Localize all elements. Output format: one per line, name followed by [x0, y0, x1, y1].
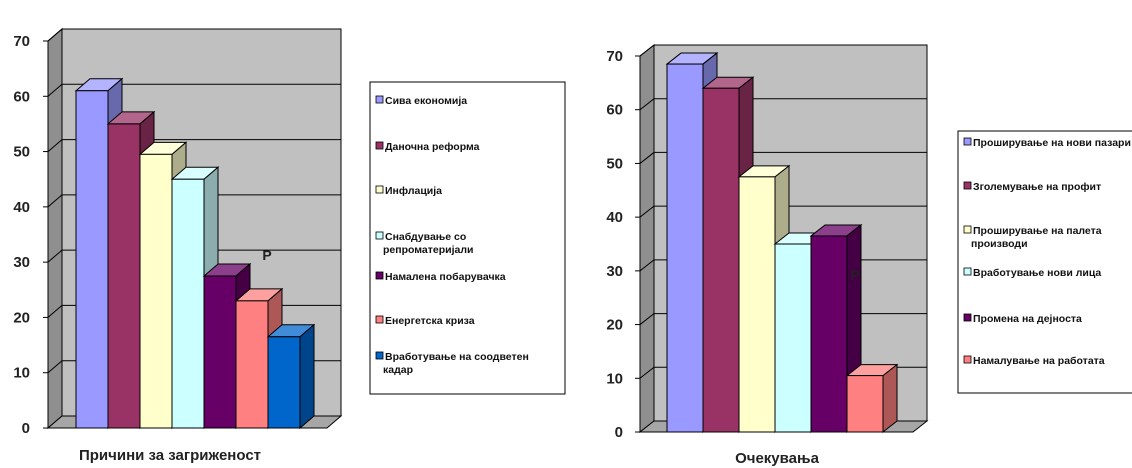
- bar: [845, 363, 899, 434]
- side-wall: [639, 43, 655, 434]
- chart-title: Причини за загриженост: [79, 447, 261, 464]
- legend-label: Енергетска криза: [385, 315, 475, 327]
- side-wall: [47, 27, 63, 430]
- bar: [234, 287, 284, 430]
- legend-item: Намалена побарувачка: [375, 271, 506, 283]
- bar-side: [299, 323, 315, 430]
- gridline: [639, 44, 927, 57]
- tick-label: 20: [606, 317, 623, 334]
- legend-swatch: [963, 355, 972, 364]
- legend-label: Даночна реформа: [385, 141, 480, 153]
- tick-label: 60: [13, 88, 30, 105]
- tick-label: 50: [13, 144, 30, 161]
- bar-front: [203, 275, 237, 429]
- legend-item: Даночна реформа: [375, 141, 480, 153]
- gridline: [639, 151, 927, 164]
- legend-label: Проширување на нови пазари: [973, 137, 1131, 149]
- legend-label: Вработување на соодветен кадар: [383, 351, 529, 376]
- gridline: [47, 249, 341, 263]
- legend-label: Инфлација: [385, 185, 442, 197]
- legend-box: [369, 81, 566, 395]
- tick-label: 10: [606, 370, 623, 387]
- legend-label: Намалување на работата: [973, 355, 1105, 367]
- legend-item: Промена на дејноста: [963, 313, 1082, 325]
- legend-item: Проширување на палета производи: [963, 225, 1102, 250]
- legend-item: Инфлација: [375, 185, 442, 197]
- legend-label: Промена на дејноста: [973, 313, 1082, 325]
- chart-annotation: P: [850, 267, 859, 283]
- bar-front: [107, 123, 141, 429]
- chart-expectations: 0 10 20 30 40 50 60 70 P Очекувања Проширување на …: [606, 43, 1132, 467]
- legend-swatch: [375, 315, 384, 324]
- tick-label: 60: [606, 102, 623, 119]
- bar-front: [666, 63, 704, 433]
- legend-item: Сива економија: [375, 95, 467, 107]
- legend-item: Намалување на работата: [963, 355, 1105, 367]
- legend-swatch: [963, 267, 972, 276]
- tick-label: 50: [606, 155, 623, 172]
- gridline: [639, 205, 927, 218]
- tick-label: 0: [22, 420, 30, 437]
- legend-swatch: [963, 181, 972, 190]
- legend-item: Проширување на нови пазари: [963, 137, 1131, 149]
- legend-item: Вработување нови лица: [963, 267, 1101, 279]
- legend-box: [957, 130, 1132, 394]
- legend-swatch: [375, 271, 384, 280]
- tick-label: 70: [13, 33, 30, 50]
- legend-swatch: [963, 225, 972, 234]
- bar-front: [267, 336, 301, 429]
- legend-swatch: [963, 313, 972, 322]
- tick-label: 40: [13, 199, 30, 216]
- gridline: [47, 139, 341, 152]
- legend-item: Енергетска криза: [375, 315, 475, 327]
- bar-front: [235, 300, 269, 429]
- legend-swatch: [375, 141, 384, 150]
- tick-label: 0: [615, 424, 623, 441]
- legend-swatch: [375, 231, 384, 240]
- legend-label: Зголемување на профит: [973, 181, 1101, 193]
- legend-item: Вработување на соодветен кадар: [375, 351, 529, 376]
- legend: Сива економија Даночна реформа Инфлација Сн…: [369, 81, 566, 395]
- bar-front: [171, 178, 205, 429]
- bar-side: [882, 363, 898, 434]
- chart-concerns: 0 10 20 30 40 50 60 70 P Причини за загриженост Си…: [13, 27, 566, 464]
- tick-label: 10: [13, 365, 30, 382]
- gridline: [47, 28, 341, 42]
- tick-label: 20: [13, 309, 30, 326]
- legend-swatch: [963, 137, 972, 146]
- bar-front: [75, 90, 109, 429]
- tick-label: 70: [606, 48, 623, 65]
- bar-front: [846, 375, 884, 433]
- bar-front: [139, 153, 173, 429]
- legend-swatch: [375, 95, 384, 104]
- bar-front: [738, 176, 776, 433]
- tick-label: 40: [606, 209, 623, 226]
- bar-front: [774, 243, 812, 433]
- legend-item: Зголемување на профит: [963, 181, 1101, 193]
- legend-label: Проширување на палета производи: [971, 225, 1102, 250]
- legend-item: Снабдување со репроматеријали: [375, 231, 474, 256]
- bar-front: [810, 235, 848, 433]
- gridline: [47, 194, 341, 208]
- tick-label: 30: [606, 263, 623, 280]
- bar: [266, 323, 316, 430]
- legend-label: Сива економија: [385, 95, 467, 107]
- gridline: [639, 98, 927, 111]
- tick-label: 30: [13, 254, 30, 271]
- legend-swatch: [375, 351, 384, 360]
- legend-label: Вработување нови лица: [973, 267, 1101, 279]
- bar-front: [702, 87, 740, 433]
- legend-label: Намалена побарувачка: [385, 271, 506, 283]
- legend: Проширување на нови пазари Зголемување на…: [957, 130, 1132, 394]
- chart-title: Очекувања: [735, 450, 820, 467]
- legend-swatch: [375, 185, 384, 194]
- gridline: [47, 83, 341, 97]
- legend-label: Снабдување со репроматеријали: [383, 231, 474, 256]
- chart-annotation: P: [262, 247, 271, 263]
